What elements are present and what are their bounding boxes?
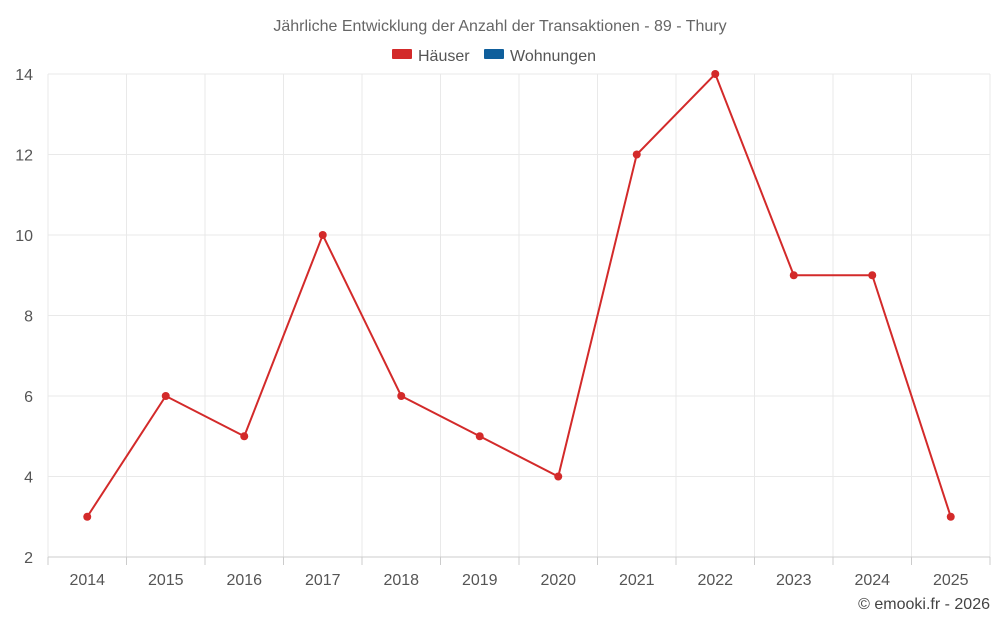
legend-item-haeuser[interactable]: Häuser: [392, 48, 470, 65]
data-point-haeuser[interactable]: [868, 271, 877, 280]
data-point-haeuser[interactable]: [554, 472, 563, 481]
legend-label-haeuser[interactable]: Häuser: [418, 48, 470, 65]
data-point-haeuser[interactable]: [711, 70, 720, 78]
data-point-haeuser[interactable]: [789, 271, 798, 280]
data-point-haeuser[interactable]: [475, 432, 484, 441]
legend-swatch-haeuser: [392, 49, 412, 59]
y-tick-label: 12: [15, 148, 33, 165]
data-point-haeuser[interactable]: [161, 392, 170, 400]
y-tick-label: 2: [24, 550, 33, 567]
y-tick-label: 4: [24, 470, 33, 487]
data-point-haeuser[interactable]: [240, 432, 249, 441]
legend[interactable]: Häuser Wohnungen: [392, 48, 596, 65]
data-point-haeuser[interactable]: [397, 392, 406, 400]
x-tick-label: 2023: [776, 572, 812, 589]
x-tick-label: 2019: [462, 572, 498, 589]
x-tick-label: 2021: [619, 572, 655, 589]
x-tick-label: 2022: [697, 572, 733, 589]
y-tick-label: 8: [24, 309, 33, 326]
x-tick-label: 2020: [540, 572, 576, 589]
y-tick-label: 6: [24, 389, 33, 406]
legend-label-wohnungen[interactable]: Wohnungen: [510, 48, 596, 65]
x-tick-label: 2018: [383, 572, 419, 589]
chart-title: Jährliche Entwicklung der Anzahl der Tra…: [273, 18, 726, 35]
data-point-haeuser[interactable]: [632, 150, 641, 159]
data-point-haeuser[interactable]: [318, 231, 327, 239]
x-tick-label: 2016: [226, 572, 262, 589]
axes: 2 4 6 8 10 12 14 2014 2015 2016 2017 2018 2019 2020 20…: [15, 67, 991, 589]
x-tick-label: 2025: [933, 572, 969, 589]
y-tick-label: 10: [15, 228, 33, 245]
credit-text: © emooki.fr - 2026: [858, 596, 990, 613]
x-tick-label: 2024: [854, 572, 890, 589]
grid: [47, 73, 991, 557]
legend-item-wohnungen[interactable]: Wohnungen: [484, 48, 596, 65]
data-point-haeuser[interactable]: [83, 512, 92, 521]
x-tick-label: 2015: [148, 572, 184, 589]
data-point-haeuser[interactable]: [946, 512, 955, 521]
series-line-haeuser: [86, 72, 952, 518]
y-tick-label: 14: [15, 67, 33, 84]
x-tick-label: 2017: [305, 572, 341, 589]
x-tick-label: 2014: [69, 572, 105, 589]
series-haeuser[interactable]: [83, 70, 955, 521]
legend-swatch-wohnungen: [484, 49, 504, 59]
